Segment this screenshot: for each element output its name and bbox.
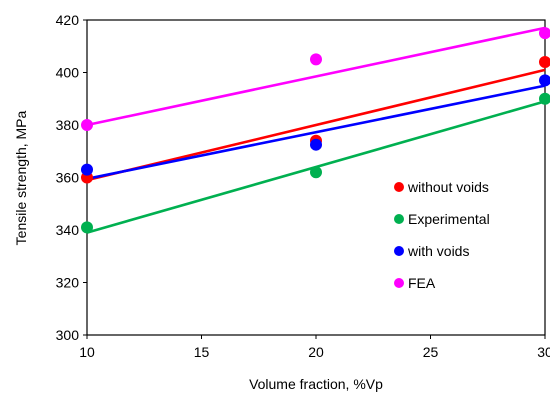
x-tick-label: 30 [537,344,550,360]
trend-line-fea [86,26,546,127]
y-tick-label: 420 [56,12,80,28]
x-tick-label: 20 [308,344,324,360]
legend-marker-without-voids [394,182,404,192]
point-fea [310,53,322,66]
legend-marker-experimental [394,214,404,224]
trend-line-without-voids [86,68,546,182]
y-tick-label: 300 [56,327,80,343]
x-axis-title: Volume fraction, %Vp [249,376,383,392]
y-tick-label: 380 [56,117,80,133]
x-tick-label: 25 [423,344,439,360]
point-experimental [81,221,93,234]
x-axis-ticks: 10 15 20 25 30 [79,335,550,360]
legend-label-fea: FEA [408,275,436,291]
legend: without voids Experimental with voids FEA [394,179,490,291]
y-tick-label: 400 [56,65,80,81]
y-axis-title: Tensile strength, MPa [13,110,29,245]
point-with-voids [310,138,322,151]
legend-label-with-voids: with voids [407,243,469,259]
legend-label-experimental: Experimental [408,211,490,227]
x-tick-label: 15 [194,344,210,360]
data-points [81,27,550,234]
y-tick-label: 360 [56,170,80,186]
y-tick-label: 340 [56,222,80,238]
point-fea [539,27,550,40]
legend-marker-fea [394,278,404,288]
point-with-voids [81,163,93,176]
point-fea [81,119,93,131]
point-experimental [539,92,550,105]
point-with-voids [539,74,550,87]
legend-marker-with-voids [394,246,404,256]
y-tick-label: 320 [56,275,80,291]
y-axis-ticks: 300 320 340 360 380 400 420 [56,12,87,343]
legend-label-without-voids: without voids [407,179,489,195]
point-without-voids [539,56,550,68]
trend-line-with-voids [86,84,546,181]
point-experimental [310,166,322,179]
x-tick-label: 10 [79,344,95,360]
